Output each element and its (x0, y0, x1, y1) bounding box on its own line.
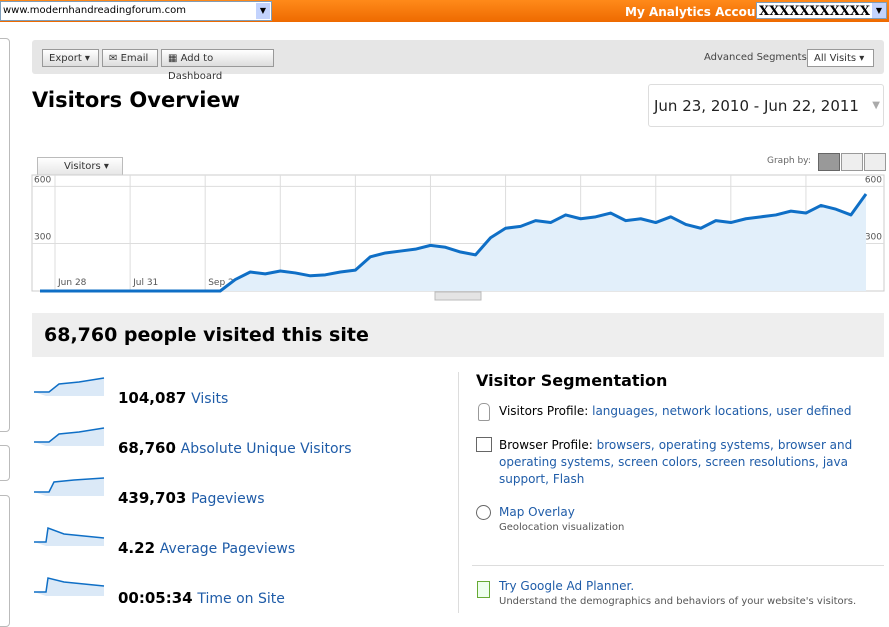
metric-value: 4.22 (118, 539, 156, 557)
profile-label: Browser Profile: (499, 438, 593, 452)
map-desc: Geolocation visualization (499, 522, 625, 533)
label: All Visits (814, 53, 857, 64)
summary-text: 68,760 people visited this site (44, 324, 369, 346)
metric-link[interactable]: Time on Site (197, 591, 285, 607)
profile-link[interactable]: screen colors, (618, 455, 702, 469)
dropdown-arrow: ▼ (872, 3, 886, 18)
profile-link[interactable]: browser and operating systems, (499, 438, 853, 469)
segmentation-title: Visitor Segmentation (476, 371, 668, 390)
planner-icon (477, 581, 490, 598)
profile-link[interactable]: operating systems, (658, 438, 774, 452)
y-tick-label: 600 (34, 175, 51, 185)
account-name: XXXXXXXXXXX (759, 4, 870, 19)
browser-profile: Browser Profile: browsers, operating syst… (499, 437, 859, 488)
metric-tab[interactable]: Visitors ▾ (37, 157, 123, 175)
area (40, 194, 866, 291)
sparkline (34, 526, 105, 546)
divider (472, 565, 884, 566)
planner-link[interactable]: Try Google Ad Planner. (499, 579, 635, 593)
resize-handle[interactable] (434, 291, 482, 301)
y-tick-label: 300 (865, 232, 882, 242)
site-url: www.modernhandreadingforum.com (3, 5, 186, 16)
profile-link[interactable]: Flash (552, 472, 585, 486)
planner-desc: Understand the demographics and behavior… (499, 596, 857, 607)
metric-link[interactable]: Visits (191, 391, 229, 407)
divider (458, 372, 459, 613)
metric: 00:05:34 Time on Site (118, 589, 285, 607)
account-select[interactable]: XXXXXXXXXXX ▼ (756, 2, 887, 19)
sparkline (34, 427, 105, 446)
tab-label: Visitors (64, 161, 101, 172)
graph-week-button[interactable] (841, 153, 863, 171)
label: Email (120, 53, 149, 64)
metric-value: 104,087 (118, 389, 187, 407)
y-tick-label: 600 (865, 175, 882, 185)
label: Add to Dashboard (168, 53, 223, 82)
date-range[interactable]: Jun 23, 2010 - Jun 22, 2011 ▼ (648, 84, 884, 127)
accounts-label: My Analytics Accounts: (625, 5, 782, 19)
metric: 68,760 Absolute Unique Visitors (118, 439, 352, 457)
map-link[interactable]: Map Overlay (499, 505, 575, 519)
metric: 439,703 Pageviews (118, 489, 265, 507)
metric-link[interactable]: Pageviews (191, 491, 265, 507)
x-tick-label: Jun 28 (57, 278, 87, 288)
side-panel (0, 445, 10, 481)
date-text: Jun 23, 2010 - Jun 22, 2011 (654, 97, 859, 115)
dropdown-arrow: ▼ (256, 3, 270, 19)
summary-bar (32, 313, 884, 357)
line (40, 193, 868, 293)
person-icon (478, 403, 490, 421)
browser-icon (476, 437, 492, 452)
x-tick-label: Sep 2 (208, 278, 234, 288)
metric: 4.22 Average Pageviews (118, 539, 295, 557)
profile-link[interactable]: network locations, (662, 404, 773, 418)
graph-month-button[interactable] (864, 153, 886, 171)
dropdown-arrow: ▼ (872, 100, 880, 111)
y-tick-label: 300 (34, 232, 51, 242)
side-panel (0, 38, 10, 432)
metric-link[interactable]: Absolute Unique Visitors (180, 441, 352, 457)
globe-icon (476, 505, 491, 520)
label: Export (49, 53, 82, 64)
metric-value: 68,760 (118, 439, 176, 457)
side-panel (0, 495, 10, 627)
metric-value: 439,703 (118, 489, 187, 507)
visitors-profile: Visitors Profile: languages, network loca… (499, 403, 879, 420)
segments-label: Advanced Segments: (704, 52, 811, 63)
profile-link[interactable]: languages, (592, 404, 659, 418)
sparkline (34, 377, 105, 396)
segments-select[interactable]: All Visits ▾ (807, 49, 874, 67)
site-select[interactable]: www.modernhandreadingforum.com ▼ (0, 1, 272, 21)
profile-link[interactable]: browsers, (596, 438, 655, 452)
dashboard-button[interactable]: ▦ Add to Dashboard (161, 49, 274, 82)
profile-link[interactable]: screen resolutions, (705, 455, 819, 469)
x-tick-label: Jul 31 (132, 278, 158, 288)
sparkline (34, 477, 105, 496)
profile-link[interactable]: user defined (776, 404, 852, 418)
metric-link[interactable]: Average Pageviews (159, 541, 296, 557)
graph-by-label: Graph by: (767, 156, 811, 166)
metric: 104,087 Visits (118, 389, 228, 407)
sparkline (34, 577, 105, 596)
metric-value: 00:05:34 (118, 589, 193, 607)
page-title: Visitors Overview (32, 88, 241, 112)
email-button[interactable]: ✉ Email (102, 49, 158, 67)
profile-label: Visitors Profile: (499, 404, 589, 418)
export-button[interactable]: Export ▾ (42, 49, 99, 67)
profile-link[interactable]: java support, (499, 455, 848, 486)
graph-day-button[interactable] (818, 153, 840, 171)
